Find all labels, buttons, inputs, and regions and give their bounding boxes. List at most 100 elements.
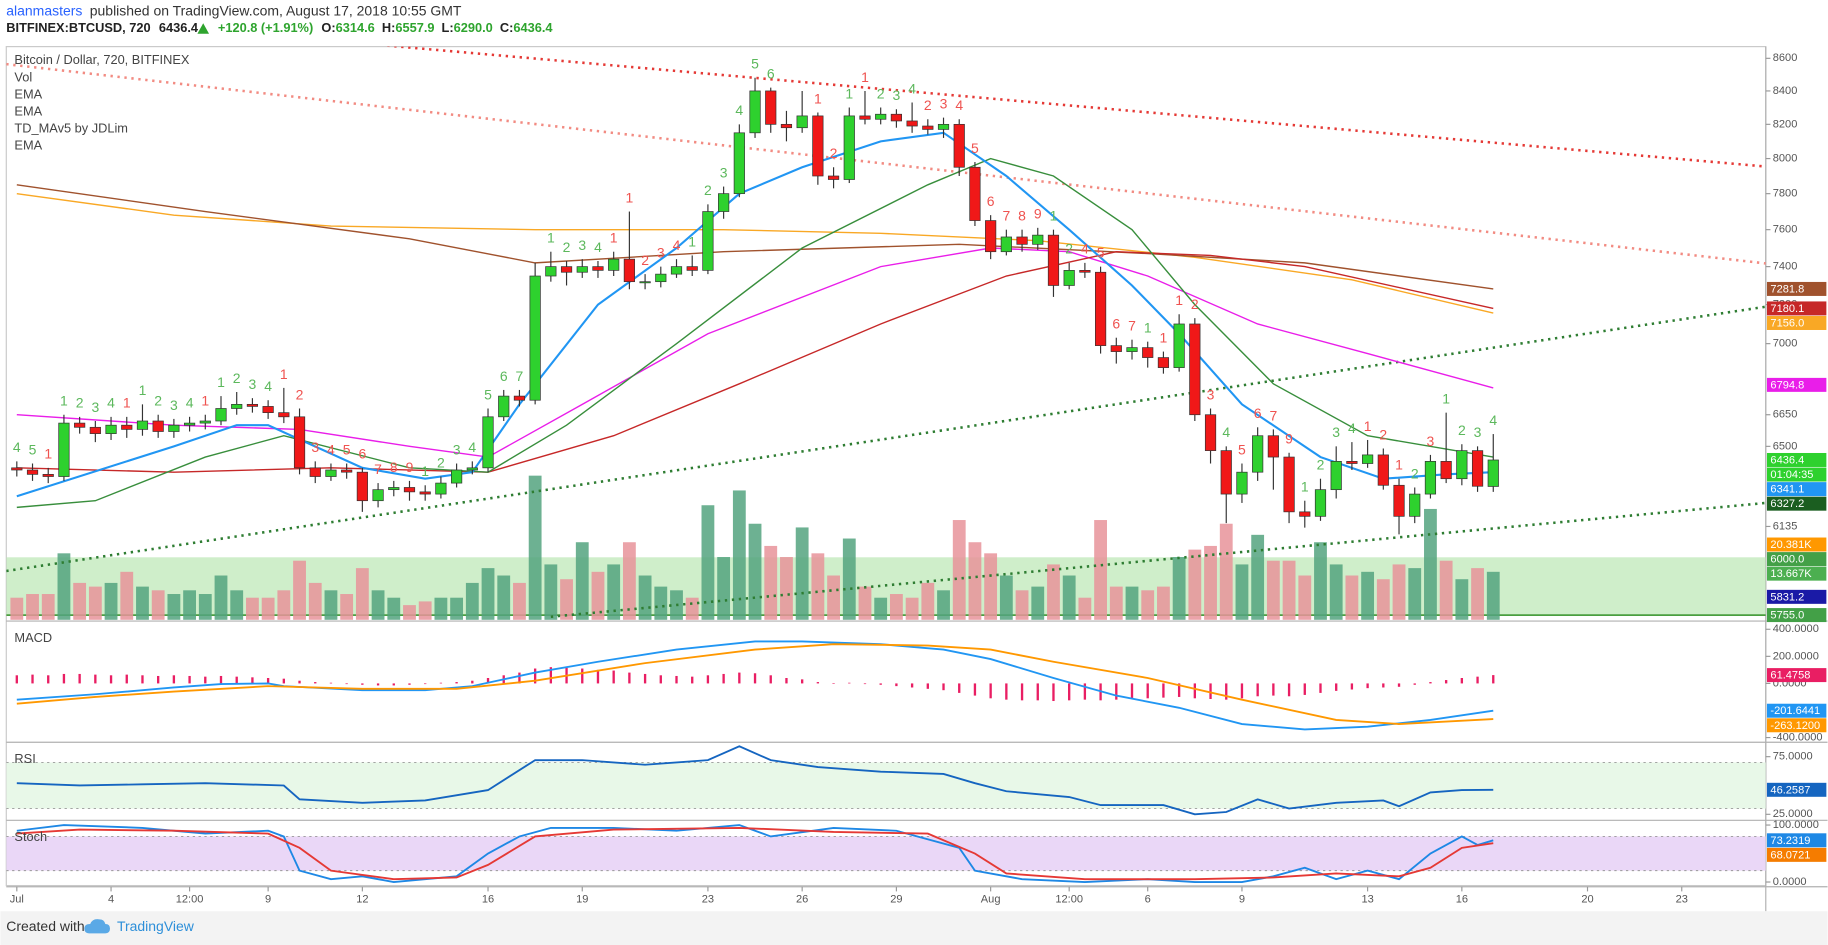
footer-brand[interactable]: TradingView: [117, 918, 195, 934]
macd-histogram-bar: [800, 679, 804, 684]
axis-value-label: 7156.0: [1770, 317, 1804, 329]
td-count: 2: [563, 239, 571, 255]
macd-histogram-bar: [109, 675, 113, 684]
td-count: 4: [908, 80, 916, 96]
macd-histogram-bar: [675, 675, 678, 684]
candle-body: [702, 211, 714, 271]
candle-body: [670, 266, 683, 275]
volume-bar: [1047, 564, 1060, 620]
td-count: 5: [484, 386, 492, 402]
volume-bar: [1235, 564, 1249, 620]
axis-value-box: [1766, 608, 1827, 623]
macd-histogram-bar: [816, 682, 820, 684]
td-count: 6: [358, 446, 366, 462]
volume-bar: [1125, 586, 1139, 620]
candle-body: [1094, 271, 1107, 346]
volume-bar: [324, 590, 338, 620]
candle-body: [1346, 461, 1358, 464]
macd-histogram-bar: [172, 675, 176, 684]
volume-bar: [10, 597, 24, 620]
volume-bar: [73, 582, 87, 620]
y-tick-label: 8000: [1773, 152, 1798, 164]
macd-histogram-bar: [455, 682, 458, 684]
indicator-line: [16, 745, 1494, 816]
y-tick-label: 6135: [1773, 520, 1798, 532]
volume-bar: [120, 571, 134, 620]
td-count: 4: [673, 237, 681, 253]
volume-bar: [434, 597, 448, 620]
td-count: 2: [704, 182, 712, 198]
volume-bar: [701, 505, 715, 620]
candle-body: [498, 395, 510, 418]
candle-body: [451, 469, 463, 484]
candle-body: [843, 115, 855, 180]
candle-body: [827, 175, 840, 180]
volume-bar: [1204, 545, 1217, 620]
macd-histogram-bar: [1115, 683, 1118, 700]
macd-histogram-bar: [1476, 676, 1479, 684]
candle-body: [560, 266, 573, 273]
author[interactable]: alanmasters: [6, 2, 82, 18]
macd-histogram-bar: [989, 683, 992, 699]
td-count: 1: [814, 90, 822, 106]
td-count: 1: [60, 393, 68, 409]
macd-histogram-bar: [424, 683, 427, 685]
volume-bar: [481, 568, 495, 620]
td-count: 3: [1207, 386, 1215, 402]
volume-bar: [1251, 534, 1265, 620]
candle-body: [11, 467, 23, 471]
axis-value-label: 6794.8: [1770, 379, 1804, 391]
td-count: 4: [13, 439, 21, 455]
td-count: 7: [1269, 407, 1277, 423]
td-count: 5: [1097, 244, 1105, 260]
candle-body: [1393, 484, 1405, 517]
volume-bar: [748, 523, 762, 620]
axis-value-box: [1766, 833, 1827, 848]
x-tick-label: 9: [1239, 893, 1245, 905]
axis-value-label: 20.381K: [1770, 539, 1812, 551]
x-tick-label: 16: [482, 893, 494, 905]
volume-bar: [905, 597, 919, 620]
td-count: 1: [1301, 479, 1309, 495]
td-count: 3: [1474, 424, 1482, 440]
macd-histogram-bar: [1162, 683, 1165, 698]
x-tick-label: 19: [576, 893, 588, 905]
volume-bar: [685, 597, 699, 620]
td-count: 6: [987, 193, 995, 209]
candle-body: [1000, 236, 1012, 253]
volume-bar: [858, 586, 872, 620]
macd-histogram-bar: [1444, 680, 1448, 684]
macd-histogram-bar: [1256, 683, 1259, 697]
td-count: 1: [1050, 208, 1058, 224]
ema-line: [16, 247, 1494, 458]
td-count: 3: [720, 164, 728, 180]
x-tick-label: 23: [1676, 893, 1688, 905]
volume-bar: [937, 590, 950, 620]
macd-histogram-bar: [596, 669, 600, 684]
candle-body: [1063, 270, 1075, 286]
axis-value-box: [1766, 482, 1827, 497]
x-tick-label: 12:00: [1055, 893, 1083, 905]
macd-histogram-bar: [376, 683, 380, 686]
axis-value-label: 01:04:35: [1770, 469, 1813, 481]
td-count: 1: [861, 69, 869, 85]
macd-histogram-bar: [78, 673, 81, 684]
candle-body: [953, 123, 965, 168]
candle-body: [718, 193, 730, 212]
macd-histogram-bar: [848, 682, 851, 684]
x-tick-label: 6: [1145, 893, 1151, 905]
td-count: 1: [1442, 391, 1450, 407]
legend-title: Bitcoin / Dollar, 720, BITFINEX: [14, 52, 189, 67]
td-count: 3: [1332, 424, 1340, 440]
macd-histogram-bar: [753, 673, 757, 684]
td-count: 2: [1317, 457, 1325, 473]
macd-histogram-bar: [1460, 678, 1464, 684]
candle-body: [341, 469, 353, 473]
macd-histogram-bar: [1366, 683, 1369, 689]
axis-value-box: [1766, 552, 1827, 567]
volume-bar: [214, 575, 228, 620]
candle-body: [592, 266, 604, 271]
volume-bar: [732, 490, 746, 620]
td-count: 7: [516, 368, 524, 384]
